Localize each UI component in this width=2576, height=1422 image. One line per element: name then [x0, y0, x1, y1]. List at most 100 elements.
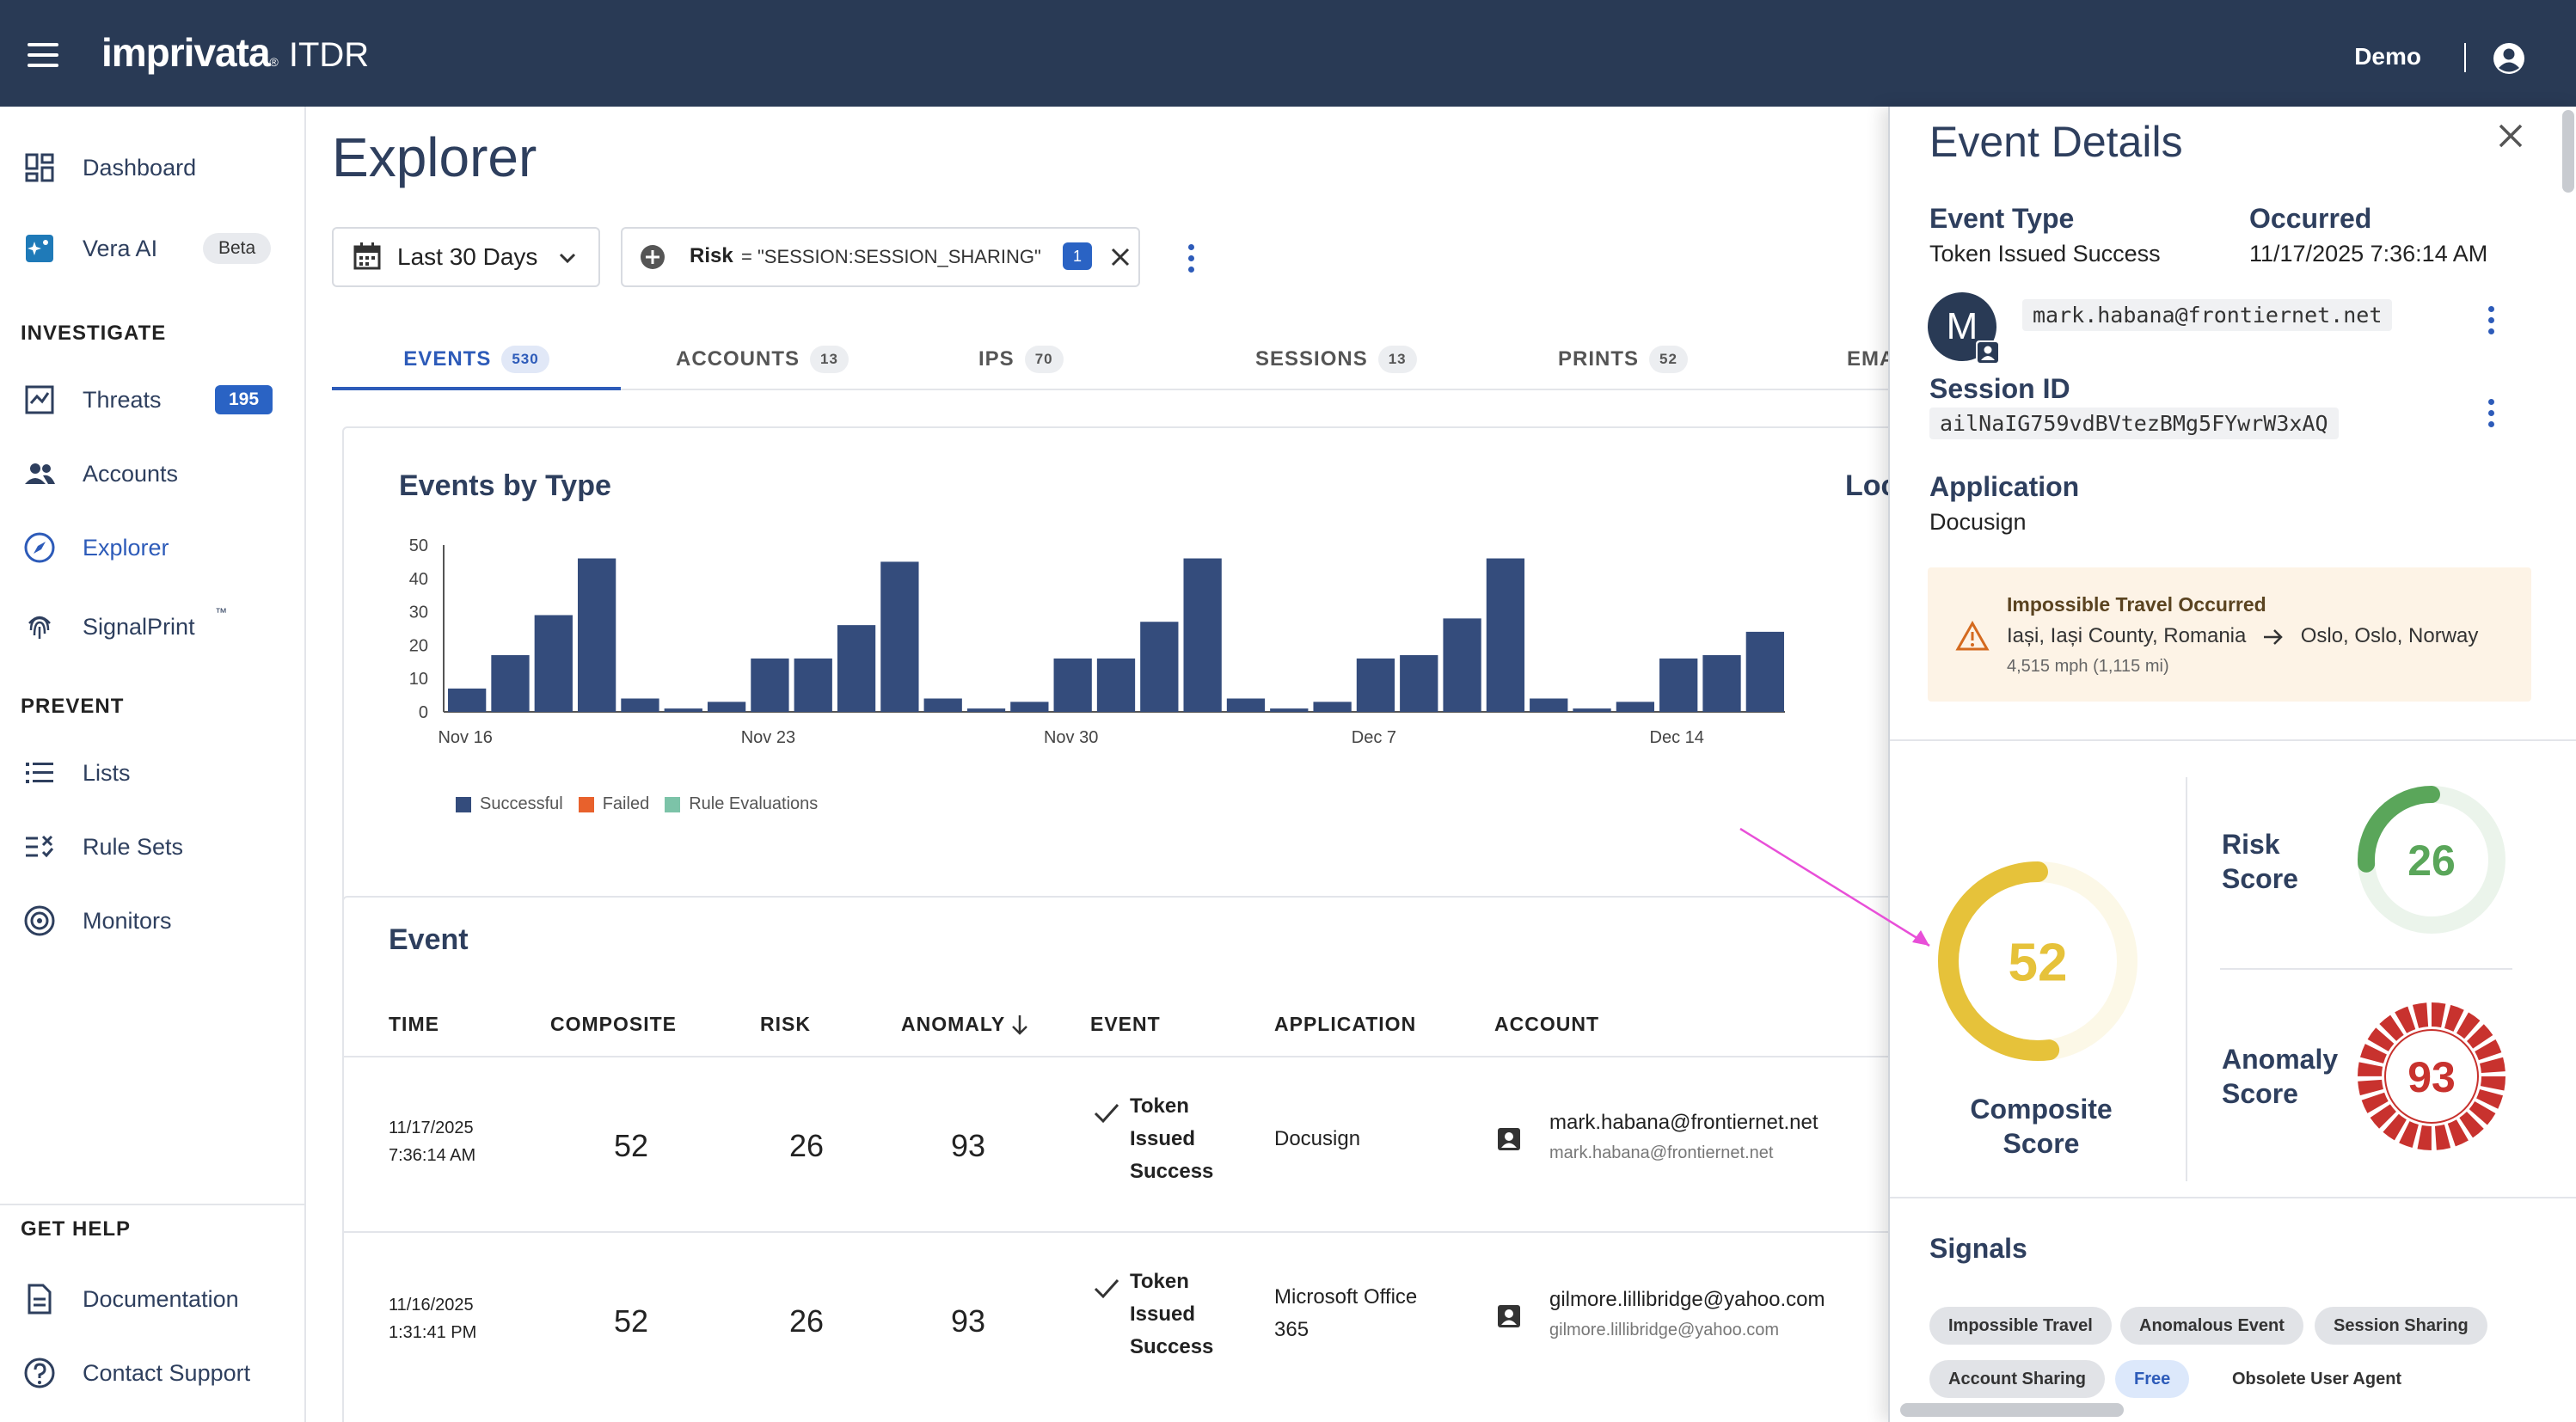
- signal-chip[interactable]: Obsolete User Agent: [2213, 1360, 2421, 1398]
- bar[interactable]: [1745, 631, 1784, 712]
- sidebar-item-dashboard[interactable]: Dashboard: [0, 138, 304, 198]
- tab-emails[interactable]: EMA: [1847, 332, 1888, 387]
- bar[interactable]: [837, 625, 876, 712]
- bar[interactable]: [1053, 658, 1092, 712]
- bar[interactable]: [1659, 658, 1698, 712]
- column-header-time[interactable]: TIME: [389, 1013, 439, 1035]
- sidebar-item-rule-sets[interactable]: Rule Sets: [0, 817, 304, 877]
- bar[interactable]: [794, 658, 832, 712]
- bar[interactable]: [1183, 558, 1222, 712]
- column-header-anomaly[interactable]: ANOMALY: [901, 1013, 1006, 1035]
- dashboard-icon: [25, 153, 54, 182]
- user-name[interactable]: Demo: [2354, 43, 2421, 70]
- close-icon[interactable]: [1109, 246, 1132, 268]
- sidebar-item-explorer[interactable]: Explorer: [0, 518, 304, 578]
- bar[interactable]: [1140, 622, 1179, 712]
- account-id[interactable]: mark.habana@frontiernet.net: [2022, 299, 2393, 331]
- bar[interactable]: [1010, 702, 1049, 712]
- bar[interactable]: [1226, 698, 1266, 712]
- sidebar-item-accounts[interactable]: Accounts: [0, 444, 304, 504]
- avatar[interactable]: M: [1928, 292, 2000, 365]
- bar[interactable]: [1313, 702, 1352, 712]
- tab-ips[interactable]: IPS 70: [978, 332, 1064, 387]
- bar[interactable]: [1486, 558, 1525, 712]
- column-header-risk[interactable]: RISK: [760, 1013, 811, 1035]
- bar[interactable]: [1530, 698, 1568, 712]
- bar[interactable]: [1400, 655, 1438, 712]
- bar[interactable]: [1270, 708, 1309, 712]
- bar[interactable]: [1616, 702, 1655, 712]
- column-header-event[interactable]: EVENT: [1090, 1013, 1161, 1035]
- account-cell[interactable]: mark.habana@frontiernet.net mark.habana@…: [1549, 1111, 1819, 1163]
- session-more-icon[interactable]: [2488, 399, 2495, 432]
- sidebar-item-monitors[interactable]: Monitors: [0, 891, 304, 951]
- sidebar-item-documentation[interactable]: Documentation: [0, 1269, 304, 1329]
- bar[interactable]: [1356, 658, 1395, 712]
- tab-events[interactable]: EVENTS 530: [332, 332, 621, 390]
- sidebar-item-signalprint[interactable]: SignalPrint ™: [0, 597, 304, 657]
- more-options-icon[interactable]: [1188, 244, 1195, 278]
- sidebar-item-vera-ai[interactable]: Vera AI Beta: [0, 218, 304, 279]
- bar[interactable]: [707, 702, 746, 712]
- account-email[interactable]: gilmore.lillibridge@yahoo.com: [1549, 1288, 1825, 1311]
- legend-label: Successful: [480, 794, 563, 813]
- bar[interactable]: [664, 708, 702, 712]
- add-circle-icon[interactable]: [638, 242, 667, 272]
- event-line: Issued: [1130, 1302, 1196, 1326]
- close-icon[interactable]: [2492, 117, 2530, 155]
- sidebar-item-lists[interactable]: Lists: [0, 743, 304, 803]
- bar[interactable]: [923, 698, 962, 712]
- signal-chip[interactable]: Session Sharing: [2315, 1307, 2487, 1345]
- session-id[interactable]: ailNaIG759vdBVtezBMg5FYwrW3xAQ: [1929, 408, 2339, 439]
- bar[interactable]: [1573, 708, 1611, 712]
- bar[interactable]: [1096, 658, 1136, 712]
- column-header-composite[interactable]: COMPOSITE: [550, 1013, 678, 1035]
- sidebar-item-threats[interactable]: Threats 195: [0, 370, 304, 430]
- bar[interactable]: [1443, 618, 1481, 712]
- account-more-icon[interactable]: [2488, 306, 2495, 340]
- sidebar-item-contact-support[interactable]: Contact Support: [0, 1343, 304, 1403]
- column-header-account[interactable]: ACCOUNT: [1494, 1013, 1599, 1035]
- bar[interactable]: [880, 561, 919, 712]
- bar[interactable]: [1702, 655, 1741, 712]
- signal-chip[interactable]: Free: [2115, 1360, 2190, 1398]
- table-row[interactable]: 11/17/2025 7:36:14 AM 52 26 93 Token Iss…: [344, 1056, 1888, 1233]
- tab-accounts[interactable]: ACCOUNTS 13: [676, 332, 849, 387]
- table-row[interactable]: 11/16/2025 1:31:41 PM 52 26 93 Token Iss…: [344, 1231, 1888, 1408]
- account-email[interactable]: mark.habana@frontiernet.net: [1549, 1111, 1819, 1134]
- sidebar-item-label: Lists: [83, 759, 131, 786]
- bar[interactable]: [621, 698, 659, 712]
- app-logo[interactable]: imprivata ® ITDR: [101, 29, 369, 76]
- sort-down-icon[interactable]: [1009, 1013, 1030, 1037]
- explorer-tabs: EVENTS 530 ACCOUNTS 13 IPS 70 SESSIONS 1…: [332, 332, 1888, 390]
- bar[interactable]: [448, 688, 487, 712]
- bar[interactable]: [966, 708, 1006, 712]
- horizontal-scrollbar[interactable]: [1900, 1403, 2124, 1417]
- tab-prints[interactable]: PRINTS 52: [1558, 332, 1688, 387]
- y-tick-label: 20: [409, 636, 428, 655]
- event-date: 11/17/2025: [389, 1119, 474, 1137]
- legend-item-successful[interactable]: Successful: [456, 794, 563, 814]
- bar[interactable]: [534, 615, 573, 712]
- application-line: 365: [1274, 1318, 1309, 1341]
- signal-chip[interactable]: Account Sharing: [1929, 1360, 2106, 1398]
- filter-count-badge: 1: [1063, 242, 1092, 270]
- legend-item-rule-evaluations[interactable]: Rule Evaluations: [665, 794, 818, 814]
- legend-item-failed[interactable]: Failed: [578, 794, 649, 814]
- anomaly-cell: 93: [951, 1128, 986, 1163]
- account-cell[interactable]: gilmore.lillibridge@yahoo.com gilmore.li…: [1549, 1288, 1825, 1340]
- signal-chip[interactable]: Impossible Travel: [1929, 1307, 2112, 1345]
- bar[interactable]: [491, 655, 530, 712]
- date-range-dropdown[interactable]: Last 30 Days: [332, 227, 600, 287]
- bar[interactable]: [751, 658, 789, 712]
- signal-chip[interactable]: Anomalous Event: [2120, 1307, 2303, 1345]
- check-icon: [1094, 1278, 1119, 1299]
- menu-icon[interactable]: [28, 43, 58, 74]
- column-header-application[interactable]: APPLICATION: [1274, 1013, 1417, 1035]
- bar[interactable]: [577, 558, 616, 712]
- risk-cell: 26: [789, 1128, 825, 1163]
- tab-sessions[interactable]: SESSIONS 13: [1255, 332, 1417, 387]
- vertical-scrollbar[interactable]: [2562, 110, 2574, 193]
- risk-filter-chip[interactable]: Risk = "SESSION:SESSION_SHARING" 1: [621, 227, 1140, 287]
- account-circle-icon[interactable]: [2492, 41, 2526, 76]
